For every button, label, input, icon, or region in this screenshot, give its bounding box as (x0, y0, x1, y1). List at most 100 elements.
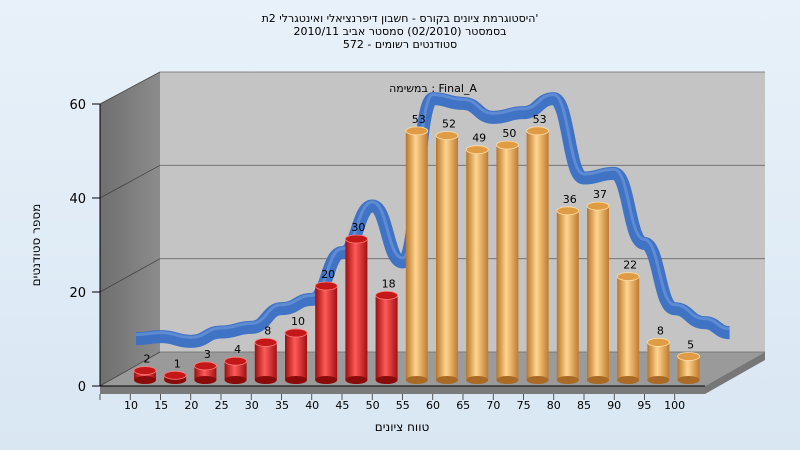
grid-line-diag (99, 71, 161, 105)
bar (344, 234, 368, 384)
bar (495, 140, 519, 384)
bar (133, 366, 157, 384)
bar-body (315, 286, 338, 380)
bar-top (193, 361, 217, 371)
bar (465, 145, 489, 384)
bar-base (617, 376, 640, 384)
bar-body (526, 130, 549, 380)
bar (193, 361, 217, 384)
title-line-2: בסמסטר (02/2010) סמסטר אביב 2010/11 (293, 25, 506, 38)
bar-base (345, 376, 368, 384)
x-tick-label: 55 (396, 399, 410, 412)
bar-base (405, 376, 428, 384)
floor-front-edge (100, 386, 705, 394)
bar-top (465, 145, 489, 155)
bar (586, 201, 610, 384)
bar-top (314, 281, 338, 291)
bar-value-label: 22 (623, 259, 637, 272)
bar-value-label: 18 (382, 277, 396, 290)
bar-base (556, 376, 579, 384)
x-tick-label: 35 (275, 399, 289, 412)
x-tick-label: 15 (154, 399, 168, 412)
x-axis-label: טווח ציונים (375, 420, 430, 434)
bar (556, 206, 580, 384)
right-edge (705, 352, 765, 394)
subtitle: במשימה : Final_A (389, 82, 477, 95)
bar-value-label: 10 (291, 315, 305, 328)
value-labels: 2 1 3 4 8 10 20 30 18 53 52 49 50 53 36 37 22 8 5 (144, 113, 695, 370)
bar-top (344, 234, 368, 244)
bar-body (647, 342, 670, 380)
left-wall (100, 72, 160, 386)
x-tick-label: 10 (124, 399, 138, 412)
bar-body (224, 361, 247, 380)
bar-base (285, 376, 307, 384)
bar-value-label: 52 (442, 118, 456, 131)
bar-body (496, 145, 519, 380)
bar-value-label: 1 (174, 357, 181, 370)
bar-value-label: 8 (657, 324, 664, 337)
bar-value-label: 50 (502, 127, 516, 140)
bar (435, 131, 459, 384)
bar-value-label: 49 (472, 132, 486, 145)
bar-base (134, 376, 156, 384)
x-tick-label: 85 (577, 399, 591, 412)
grid-line-diag (99, 164, 161, 199)
bar-top (647, 337, 670, 347)
y-axis-label: מספר סטודנטים (29, 204, 43, 287)
curve-highlight (135, 93, 730, 339)
bar-top (526, 126, 549, 136)
bar (526, 126, 549, 384)
x-tick-label: 50 (366, 399, 380, 412)
bar-base (224, 376, 247, 384)
bar-body (285, 333, 307, 380)
grid-line-diag (99, 351, 161, 387)
bar-body (436, 135, 458, 380)
bar-value-label: 36 (563, 193, 577, 206)
bar-value-label: 20 (321, 268, 335, 281)
bar-value-label: 53 (533, 113, 547, 126)
grid-line-diag (99, 258, 161, 293)
y-tick-label: 40 (69, 192, 86, 207)
bar-value-label: 30 (351, 221, 365, 234)
title-line-3: 572 - סטודנטים רשומים (343, 38, 457, 51)
bar-base (647, 376, 670, 384)
bar-value-label: 37 (593, 188, 607, 201)
bar-body (254, 342, 277, 380)
x-tick-label: 45 (335, 399, 349, 412)
bar-body (134, 370, 156, 380)
bar (284, 328, 308, 384)
bar (647, 337, 670, 384)
y-tick-label: 20 (69, 286, 86, 301)
bar-value-label: 3 (204, 348, 211, 361)
bar-base (677, 376, 700, 384)
x-tick-label: 25 (215, 399, 229, 412)
distribution-curve (135, 92, 731, 348)
bar (163, 370, 187, 384)
bar-base (466, 376, 489, 384)
bar-body (677, 356, 700, 380)
bar-top (405, 126, 429, 136)
x-tick-label: 40 (305, 399, 319, 412)
bar-body (587, 206, 609, 380)
bar-base (436, 376, 458, 384)
bar-top (284, 328, 308, 338)
bar-top (616, 272, 640, 282)
bar-base (194, 376, 217, 384)
y-tick-label: 60 (69, 98, 86, 113)
bar-top (133, 366, 157, 376)
bar-value-label: 53 (412, 113, 426, 126)
x-tick-label: 30 (245, 399, 259, 412)
bar-value-label: 4 (234, 343, 241, 356)
x-tick-label: 75 (517, 399, 531, 412)
bar-body (556, 210, 579, 380)
bar-body (375, 295, 398, 380)
bar-body (345, 239, 368, 380)
bar-base (375, 376, 398, 384)
bar-base (496, 376, 519, 384)
bar-top (163, 370, 187, 380)
bar-value-label: 2 (144, 353, 151, 366)
y-tick-label: 0 (78, 380, 86, 395)
bar-top (586, 201, 610, 211)
